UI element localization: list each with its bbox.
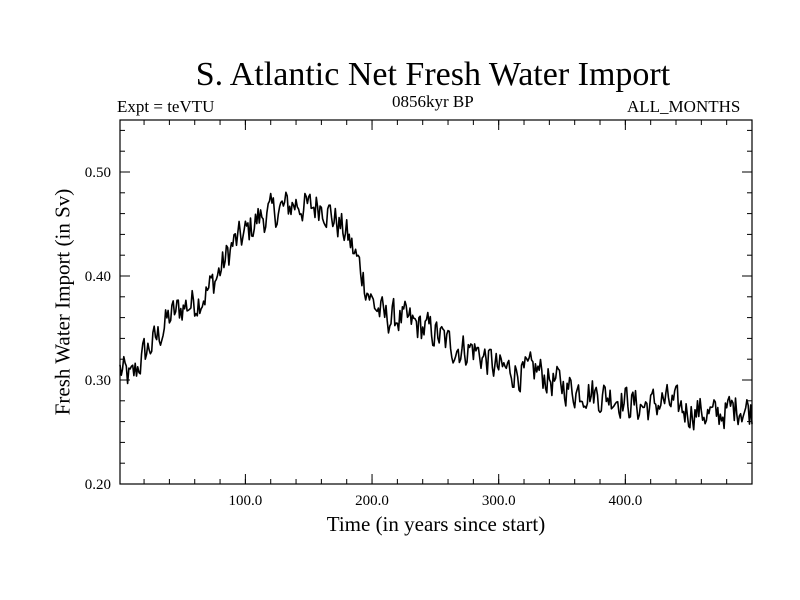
y-tick-label: 0.50 [85, 165, 111, 181]
axis-tick-labels: 0.20 0.30 0.40 0.50 100.0 200.0 300.0 400.0 [85, 165, 642, 509]
months-label: ALL_MONTHS [627, 97, 741, 116]
y-tick-label: 0.40 [85, 269, 111, 285]
y-tick-label: 0.20 [85, 477, 111, 493]
plot-frame [119, 119, 753, 485]
chart-title: S. Atlantic Net Fresh Water Import [195, 56, 671, 93]
period-label: 0856kyr BP [392, 92, 474, 111]
x-tick-label: 100.0 [229, 493, 263, 509]
y-tick-label: 0.30 [85, 373, 111, 389]
series-line [119, 191, 753, 431]
x-tick-label: 300.0 [482, 493, 516, 509]
x-axis-label: Time (in years since start) [326, 512, 546, 536]
x-tick-label: 400.0 [608, 493, 642, 509]
axis-ticks [120, 120, 752, 485]
x-tick-label: 200.0 [355, 493, 389, 509]
experiment-label: Expt = teVTU [117, 97, 215, 116]
